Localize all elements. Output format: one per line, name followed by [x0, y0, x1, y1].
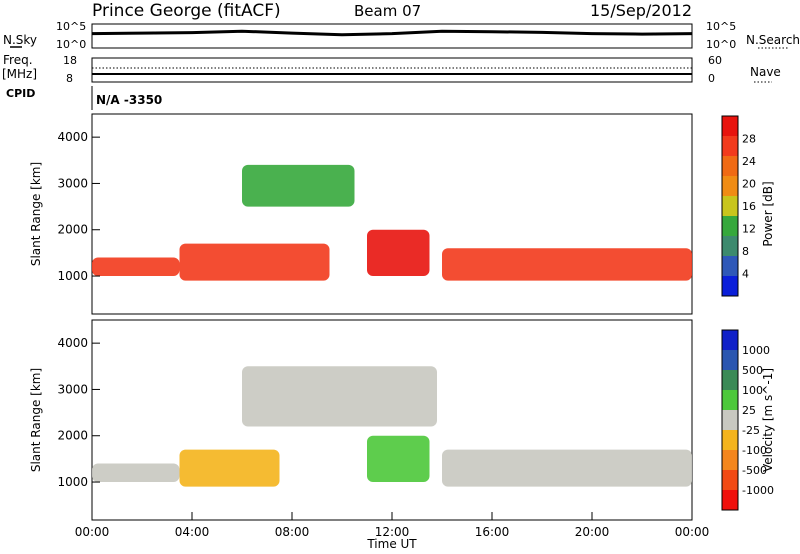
x-tick-label: 20:00	[575, 525, 610, 539]
velocity-colorbar-swatch	[722, 450, 738, 470]
power-colorbar-frame	[721, 115, 739, 297]
freq-panel-frame	[91, 57, 693, 83]
power-colorbar-swatch	[722, 216, 738, 236]
velocity-y-tick-label: 2000	[57, 429, 88, 443]
station-title: Prince George (fitACF)	[92, 1, 281, 21]
velocity-band-3	[367, 435, 430, 483]
velocity-band-0	[92, 463, 180, 483]
velocity-colorbar-swatch	[722, 470, 738, 490]
velocity-colorbar-swatch	[722, 410, 738, 430]
power-colorbar-swatch	[722, 136, 738, 156]
power-colorbar-swatch	[722, 176, 738, 196]
nave-label: Nave	[750, 65, 781, 79]
velocity-colorbar-tick: -500	[742, 464, 767, 477]
velocity-data-layer	[92, 366, 692, 487]
noise-sky-line	[91, 29, 693, 37]
freq-label-1: Freq.	[3, 53, 33, 67]
velocity-colorbar-tick: -100	[742, 444, 767, 457]
velocity-colorbar-swatch	[722, 370, 738, 390]
velocity-y-tick-label: 3000	[57, 382, 88, 396]
velocity-colorbar-swatch	[722, 430, 738, 450]
power-colorbar-tick: 28	[742, 133, 756, 146]
velocity-colorbar-tick: 100	[742, 384, 763, 397]
power-ylabel: Slant Range [km]	[29, 162, 43, 266]
freq-right-tick-bottom: 0	[708, 72, 715, 85]
power-band-2	[242, 164, 355, 207]
velocity-band-4	[442, 449, 692, 487]
power-colorbar-swatch	[722, 256, 738, 276]
power-colorbar-swatch	[722, 116, 738, 136]
power-colorbar-tick: 16	[742, 200, 756, 213]
power-colorbar-swatch	[722, 276, 738, 296]
noise-right-label: N.Search	[746, 33, 800, 47]
time-axis-label: Time UT	[366, 537, 417, 551]
power-panel-frame	[91, 113, 693, 315]
power-colorbar-tick: 8	[742, 245, 749, 258]
power-colorbar-swatch	[722, 156, 738, 176]
power-y-tick-label: 2000	[57, 223, 88, 237]
velocity-colorbar-tick: 500	[742, 364, 763, 377]
velocity-colorbar-swatch	[722, 490, 738, 510]
power-colorbar-swatch	[722, 196, 738, 216]
velocity-band-1	[179, 449, 280, 487]
freq-left-tick-bottom: 8	[66, 72, 73, 85]
noise-left-label: N.Sky	[3, 33, 37, 47]
velocity-ylabel: Slant Range [km]	[29, 368, 43, 472]
freq-label-2: [MHz]	[2, 67, 37, 81]
power-band-4	[442, 248, 692, 281]
noise-right-tick-bottom: 10^0	[706, 38, 736, 51]
velocity-colorbar-swatch	[722, 390, 738, 410]
x-tick-label: 04:00	[175, 525, 210, 539]
x-tick-label: 16:00	[475, 525, 510, 539]
velocity-y-axis: 1000 2000 3000 4000	[57, 336, 100, 489]
power-colorbar-tick: 24	[742, 155, 756, 168]
freq-left-tick-top: 18	[63, 54, 77, 67]
velocity-colorbar: -1000 -500 -100 -25 25 100 500 1000	[721, 329, 774, 511]
freq-right-tick-top: 60	[708, 54, 722, 67]
noise-left-tick-bottom: 10^0	[56, 38, 86, 51]
noise-right-tick-top: 10^5	[706, 20, 736, 33]
velocity-colorbar-tick: 25	[742, 404, 756, 417]
velocity-colorbar-tick: -25	[742, 424, 760, 437]
x-tick-label: 08:00	[275, 525, 310, 539]
noise-panel-frame	[91, 23, 693, 49]
velocity-colorbar-tick: 1000	[742, 344, 770, 357]
noise-left-tick-top: 10^5	[56, 20, 86, 33]
velocity-colorbar-label: Velocity [m s^-1]	[761, 368, 775, 472]
beam-title: Beam 07	[354, 2, 421, 20]
power-y-tick-label: 1000	[57, 269, 88, 283]
x-tick-label: 00:00	[675, 525, 710, 539]
power-y-tick-label: 3000	[57, 176, 88, 190]
velocity-y-tick-label: 1000	[57, 475, 88, 489]
cpid-label: CPID	[6, 87, 35, 100]
power-band-1	[179, 243, 330, 281]
x-tick-label: 12:00	[375, 525, 410, 539]
power-colorbar-tick: 20	[742, 178, 756, 191]
velocity-colorbar-tick: -1000	[742, 484, 774, 497]
power-colorbar-tick: 4	[742, 268, 749, 281]
power-y-tick-label: 4000	[57, 130, 88, 144]
velocity-colorbar-swatch	[722, 330, 738, 350]
power-colorbar: 4 8 12 16 20 24 28	[721, 115, 756, 297]
power-colorbar-swatch	[722, 236, 738, 256]
power-y-axis: 1000 2000 3000 4000	[57, 130, 100, 283]
time-axis: 00:00 04:00 08:00 12:00 16:00 20:00 00:00	[75, 512, 710, 539]
power-band-3	[367, 229, 430, 277]
velocity-y-tick-label: 4000	[57, 336, 88, 350]
power-band-0	[92, 257, 180, 277]
velocity-colorbar-swatch	[722, 350, 738, 370]
power-colorbar-label: Power [dB]	[761, 181, 775, 246]
cpid-value: N/A -3350	[96, 93, 162, 107]
power-colorbar-tick: 12	[742, 223, 756, 236]
velocity-band-2	[242, 366, 437, 427]
date-title: 15/Sep/2012	[590, 1, 692, 20]
velocity-colorbar-frame	[721, 329, 739, 511]
x-tick-label: 00:00	[75, 525, 110, 539]
power-data-layer	[92, 164, 692, 281]
